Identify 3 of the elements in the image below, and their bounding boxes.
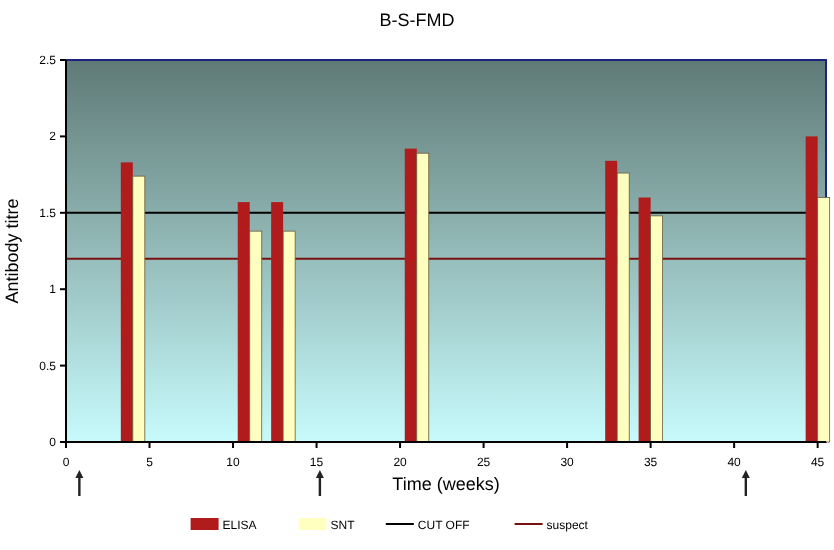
- x-axis-title: Time (weeks): [392, 474, 500, 494]
- y-axis-title: Antibody titre: [2, 198, 22, 304]
- chart-title: B-S-FMD: [379, 10, 456, 30]
